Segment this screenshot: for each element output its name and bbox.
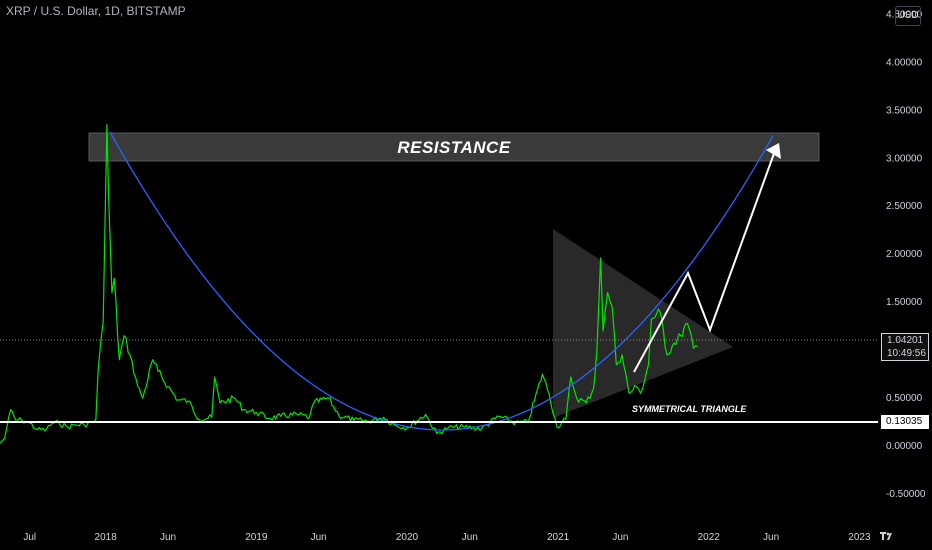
projection-arrowhead — [766, 143, 781, 159]
x-tick-label: 2021 — [547, 532, 570, 543]
y-tick-label: 0.50000 — [886, 393, 923, 404]
x-tick-label: 2023 — [848, 532, 871, 543]
bar-countdown: 10:49:56 — [887, 348, 926, 359]
symbol-title: XRP / U.S. Dollar, 1D, BITSTAMP — [6, 4, 186, 18]
y-tick-label: -0.50000 — [886, 489, 926, 500]
y-tick-label: 4.50000 — [886, 9, 923, 20]
resistance-label: RESISTANCE — [397, 138, 511, 157]
y-tick-label: 4.00000 — [886, 57, 923, 68]
y-tick-label: 3.00000 — [886, 153, 923, 164]
tradingview-logo-icon — [880, 532, 892, 540]
y-tick-label: 0.00000 — [886, 441, 923, 452]
currency-button[interactable]: USD — [895, 6, 921, 26]
resistance-zone — [88, 132, 820, 162]
current-price-badge: 1.04201 10:49:56 — [881, 333, 929, 361]
x-tick-label: Jul — [23, 532, 36, 543]
y-tick-label: 3.50000 — [886, 105, 923, 116]
x-tick-label: Jun — [763, 532, 779, 543]
support-price-badge: 0.13035 — [881, 415, 929, 429]
projection-arrow-path — [633, 147, 777, 373]
y-tick-label: 1.50000 — [886, 297, 923, 308]
x-tick-label: 2019 — [245, 532, 268, 543]
x-tick-label: 2018 — [95, 532, 118, 543]
y-tick-label: 2.50000 — [886, 201, 923, 212]
symmetrical-triangle-label: SYMMETRICAL TRIANGLE — [632, 404, 747, 414]
x-tick-label: Jun — [462, 532, 478, 543]
time-axis[interactable]: Jul 2018 Jun 2019 Jun 2020 Jun 2021 Jun 2022 Jun 20… — [23, 532, 871, 543]
x-tick-label: 2022 — [698, 532, 721, 543]
symmetrical-triangle — [553, 229, 733, 418]
y-tick-label: 2.00000 — [886, 249, 923, 260]
x-tick-label: Jun — [612, 532, 628, 543]
current-price-value: 1.04201 — [887, 335, 924, 346]
x-tick-label: Jun — [311, 532, 327, 543]
rounded-bottom-curve — [109, 131, 774, 431]
x-tick-label: Jun — [160, 532, 176, 543]
x-tick-label: 2020 — [396, 532, 419, 543]
